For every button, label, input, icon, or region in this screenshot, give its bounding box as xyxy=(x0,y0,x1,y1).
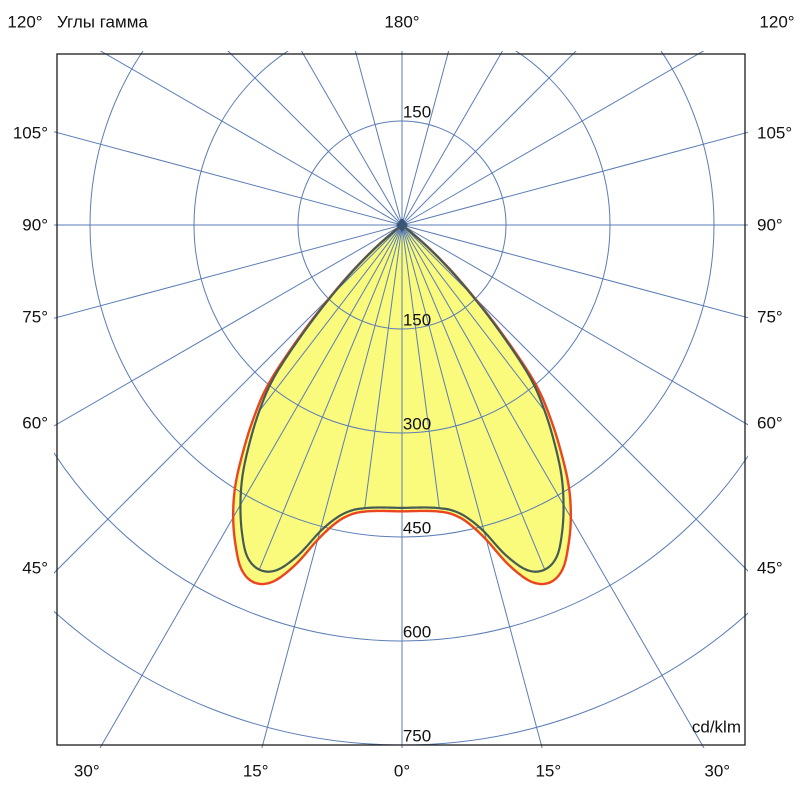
grid-circle xyxy=(193,51,611,434)
angle-label-bottom: 15° xyxy=(535,761,562,781)
unit-label: cd/klm xyxy=(691,717,741,737)
chart-title: Углы гамма xyxy=(57,12,148,32)
angle-label-left: 90° xyxy=(22,215,48,235)
angle-label-left: 75° xyxy=(22,307,48,327)
curve-c0-c180 xyxy=(231,223,573,586)
angle-label-right: 60° xyxy=(757,413,783,433)
grid-ray xyxy=(401,51,577,226)
radius-label: 750 xyxy=(402,726,432,746)
inner-ray xyxy=(240,225,403,572)
angle-label-right: 105° xyxy=(757,123,793,143)
grid-ray xyxy=(300,51,403,226)
grid-ray xyxy=(401,224,543,748)
grid-ray xyxy=(54,224,403,574)
angle-label-left: 45° xyxy=(22,558,48,578)
pole-marker xyxy=(396,218,408,232)
angle-label-bottom: 0° xyxy=(393,761,411,781)
radius-label: 150 xyxy=(402,310,432,330)
plot-border xyxy=(56,53,746,746)
angle-label-right: 75° xyxy=(757,307,783,327)
grid-circle xyxy=(297,120,507,330)
top-right-angle-label: 120° xyxy=(759,12,795,32)
curve-c90-c270 xyxy=(239,223,565,573)
angle-label-left: 105° xyxy=(12,123,48,143)
angle-label-bottom: 30° xyxy=(73,761,100,781)
grid-ray xyxy=(401,224,748,426)
grid-ray xyxy=(401,51,504,226)
grid-ray xyxy=(401,51,450,226)
angle-label-bottom: 30° xyxy=(704,761,731,781)
grid-ray xyxy=(354,51,403,226)
top-center-angle-label: 180° xyxy=(384,12,420,32)
grid-circle xyxy=(54,451,748,642)
grid-ray xyxy=(99,224,403,748)
grid-ray xyxy=(401,224,705,748)
angle-label-left: 60° xyxy=(22,413,48,433)
radius-label: 300 xyxy=(402,414,432,434)
inner-ray xyxy=(401,225,564,572)
inner-ray xyxy=(240,225,403,572)
angle-label-right: 45° xyxy=(757,558,783,578)
inner-ray xyxy=(401,225,564,572)
grid-ray xyxy=(401,51,705,226)
grid-ray xyxy=(401,224,748,572)
grid-ray xyxy=(54,131,403,226)
grid-ray xyxy=(401,131,748,226)
radius-label: 600 xyxy=(402,622,432,642)
grid-ray xyxy=(261,224,403,748)
grid-circle xyxy=(89,51,715,538)
radius-label-upper: 150 xyxy=(402,102,432,122)
top-left-angle-label: 120° xyxy=(7,12,43,32)
grid-ray xyxy=(401,224,748,319)
grid-ray xyxy=(99,51,403,226)
radius-label: 450 xyxy=(402,518,432,538)
angle-label-right: 90° xyxy=(757,215,783,235)
angle-label-bottom: 15° xyxy=(242,761,269,781)
grid-ray xyxy=(54,224,403,427)
grid-ray xyxy=(54,224,403,319)
grid-ray xyxy=(227,51,403,226)
